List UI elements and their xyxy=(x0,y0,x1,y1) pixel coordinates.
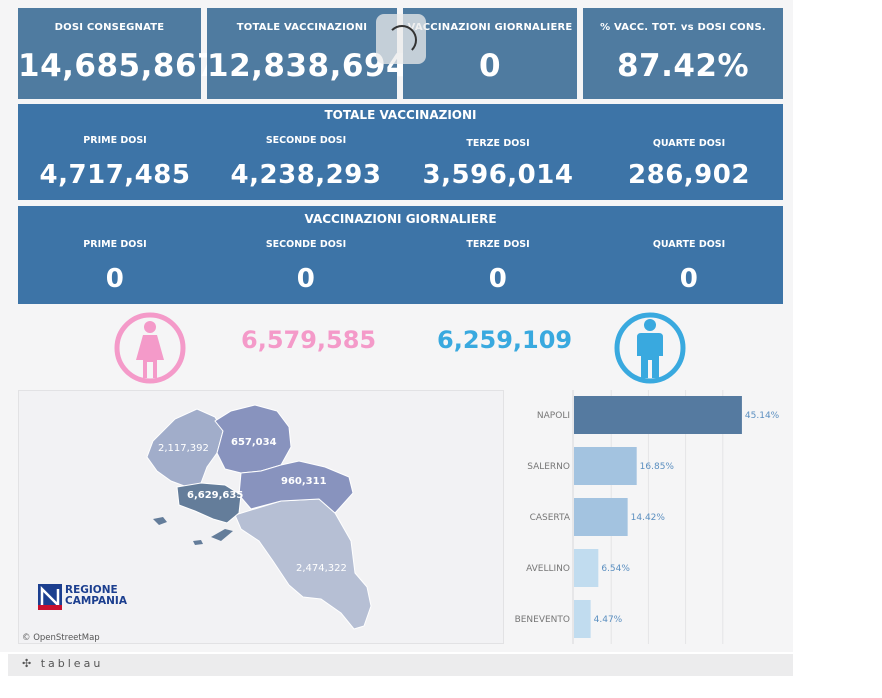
kpi-percent-vacc: % VACC. TOT. vs DOSI CONS. 87.42% xyxy=(583,8,783,99)
bar-napoli[interactable] xyxy=(574,396,742,434)
bar-benevento[interactable] xyxy=(574,600,591,638)
map-label-avellino: 960,311 xyxy=(281,476,327,487)
col-value: 4,238,293 xyxy=(230,160,382,190)
island-capri xyxy=(193,540,203,545)
col-label: SECONDE DOSI xyxy=(265,135,347,146)
loading-spinner xyxy=(376,14,426,64)
female-value: 6,579,585 xyxy=(241,326,377,354)
kpi-totale-vaccinazioni: TOTALE VACCINAZIONI 12,838,694 xyxy=(207,8,409,99)
col-label: SECONDE DOSI xyxy=(265,239,347,250)
category-label: BENEVENTO xyxy=(515,615,570,625)
col-value: 4,717,485 xyxy=(39,160,191,190)
band-title: VACCINAZIONI GIORNALIERE xyxy=(304,212,497,226)
kpi-value: 87.42% xyxy=(616,48,750,84)
bar-caserta[interactable] xyxy=(574,498,628,536)
col-value: 0 xyxy=(105,264,125,294)
map-shapes xyxy=(146,404,372,630)
kpi-vaccinazioni-giornaliere: VACCINAZIONI GIORNALIERE 0 xyxy=(403,8,577,99)
region-emblem-icon xyxy=(38,584,62,610)
tableau-brand: tableau xyxy=(40,657,104,670)
category-label: AVELLINO xyxy=(526,564,570,574)
province-bar-chart: NAPOLI 45.14% SALERNO 16.85% CASERTA 14.42% AV… xyxy=(508,390,788,644)
kpi-value: 12,838,694 xyxy=(207,48,409,84)
kpi-label: % VACC. TOT. vs DOSI CONS. xyxy=(600,22,766,33)
island-ischia xyxy=(153,517,167,525)
spinner-icon xyxy=(387,25,417,55)
kpi-dosi-consegnate: DOSI CONSEGNATE 14,685,867 xyxy=(18,8,220,99)
female-icon xyxy=(114,312,186,384)
kpi-label: TOTALE VACCINAZIONI xyxy=(236,22,368,33)
logo-text-line2: CAMPANIA xyxy=(65,595,127,607)
bar-chart-svg: NAPOLI 45.14% SALERNO 16.85% CASERTA 14.42% AV… xyxy=(515,390,780,644)
col-label: PRIME DOSI xyxy=(83,239,147,250)
giornaliere-prime-dosi: PRIME DOSI 0 xyxy=(20,239,210,294)
value-label: 16.85% xyxy=(640,462,675,472)
col-label: TERZE DOSI xyxy=(466,239,530,250)
totale-vaccinazioni-band: TOTALE VACCINAZIONI PRIME DOSI 4,717,485… xyxy=(18,104,783,200)
vaccinazioni-giornaliere-band: VACCINAZIONI GIORNALIERE PRIME DOSI 0 SE… xyxy=(18,206,783,304)
col-label: TERZE DOSI xyxy=(466,138,530,149)
kpi-label: VACCINAZIONI GIORNALIERE xyxy=(407,22,573,33)
map-label-benevento: 657,034 xyxy=(231,437,277,448)
map-credit[interactable]: © OpenStreetMap xyxy=(22,633,100,643)
kpi-value: 0 xyxy=(478,48,502,84)
giornaliere-quarte-dosi: QUARTE DOSI 0 xyxy=(594,239,784,294)
col-value: 286,902 xyxy=(628,160,750,190)
tableau-footer: ✣ tableau xyxy=(8,654,793,676)
map-label-salerno: 2,474,322 xyxy=(296,563,347,574)
map-label-napoli: 6,629,635 xyxy=(187,490,244,501)
bar-salerno[interactable] xyxy=(574,447,637,485)
male-icon xyxy=(614,312,686,384)
bar-avellino[interactable] xyxy=(574,549,599,587)
map-label-caserta: 2,117,392 xyxy=(158,443,209,454)
totale-seconde-dosi: SECONDE DOSI 4,238,293 xyxy=(211,135,401,190)
category-label: NAPOLI xyxy=(537,411,570,421)
col-value: 0 xyxy=(296,264,316,294)
kpi-label: DOSI CONSEGNATE xyxy=(54,22,165,33)
col-label: QUARTE DOSI xyxy=(652,138,726,149)
col-value: 0 xyxy=(679,264,699,294)
band-title: TOTALE VACCINAZIONI xyxy=(324,108,477,122)
tableau-logo[interactable]: ✣ tableau xyxy=(22,657,104,670)
totale-terze-dosi: TERZE DOSI 3,596,014 xyxy=(403,138,593,190)
value-label: 6.54% xyxy=(601,564,630,574)
province-napoli xyxy=(176,482,242,524)
value-label: 45.14% xyxy=(745,411,780,421)
logo-text-line1: REGIONE xyxy=(65,584,118,596)
col-label: PRIME DOSI xyxy=(83,135,147,146)
totale-quarte-dosi: QUARTE DOSI 286,902 xyxy=(594,138,784,190)
regione-campania-logo: REGIONE CAMPANIA xyxy=(37,583,127,613)
kpi-value: 14,685,867 xyxy=(18,48,220,84)
totale-prime-dosi: PRIME DOSI 4,717,485 xyxy=(20,135,210,190)
category-label: SALERNO xyxy=(527,462,570,472)
col-label: QUARTE DOSI xyxy=(652,239,726,250)
col-value: 0 xyxy=(488,264,508,294)
category-label: CASERTA xyxy=(530,513,571,523)
value-label: 4.47% xyxy=(594,615,623,625)
col-value: 3,596,014 xyxy=(422,160,574,190)
giornaliere-seconde-dosi: SECONDE DOSI 0 xyxy=(211,239,401,294)
province-avellino xyxy=(238,460,354,514)
giornaliere-terze-dosi: TERZE DOSI 0 xyxy=(403,239,593,294)
province-caserta xyxy=(146,408,224,488)
campania-map[interactable]: 2,117,392 657,034 960,311 6,629,635 2,47… xyxy=(18,390,504,644)
sorrento-peninsula xyxy=(211,529,233,541)
value-label: 14.42% xyxy=(631,513,666,523)
male-value: 6,259,109 xyxy=(437,326,573,354)
